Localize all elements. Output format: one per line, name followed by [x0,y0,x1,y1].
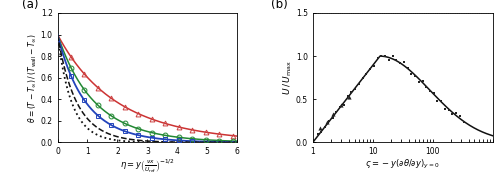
Y-axis label: $\theta = (T-T_\infty)\,/\,(T_\mathrm{wall}-T_\infty)$: $\theta = (T-T_\infty)\,/\,(T_\mathrm{wa… [26,33,39,123]
Point [434,99,442,102]
Point [437,100,445,102]
Point [348,90,356,93]
Point [338,104,345,107]
Point [355,82,363,85]
Text: (a): (a) [22,0,38,11]
X-axis label: $\varsigma = -y(\partial\theta/\partial y)_{y=0}$: $\varsigma = -y(\partial\theta/\partial … [366,158,440,171]
Point [336,106,344,109]
Point [374,57,382,60]
Point [381,55,389,58]
Y-axis label: $U\,/\,U_\mathrm{max}$: $U\,/\,U_\mathrm{max}$ [282,60,294,95]
Point [411,74,419,77]
Point [351,88,359,90]
Point [418,79,426,82]
Point [322,120,330,123]
Point [441,107,449,110]
Point [340,104,348,107]
Point [400,61,408,64]
Point [321,125,329,128]
Point [448,113,456,116]
Point [388,55,396,58]
Point [430,91,438,94]
Point [415,81,423,84]
Point [366,68,374,71]
Point [316,126,324,129]
Point [325,120,333,123]
Point [404,67,411,70]
Point [456,114,464,117]
Point [385,58,393,61]
Point [408,72,416,75]
Point [330,112,338,115]
Point [378,54,386,57]
Text: (b): (b) [272,0,288,11]
Point [444,109,452,112]
Point [328,117,336,120]
Point [314,132,322,135]
Point [426,90,434,93]
Point [362,73,370,75]
Point [392,59,400,62]
Point [332,111,340,114]
Point [422,85,430,88]
Point [452,112,460,115]
Point [358,76,366,79]
Point [460,120,468,123]
Point [344,95,351,98]
Point [370,65,378,68]
Point [345,95,353,98]
Point [318,131,326,134]
Point [396,62,404,65]
X-axis label: $\eta = y \left(\frac{\nu x}{U_\mathrm{ref}}\right)^{-1/2}$: $\eta = y \left(\frac{\nu x}{U_\mathrm{r… [120,158,175,175]
